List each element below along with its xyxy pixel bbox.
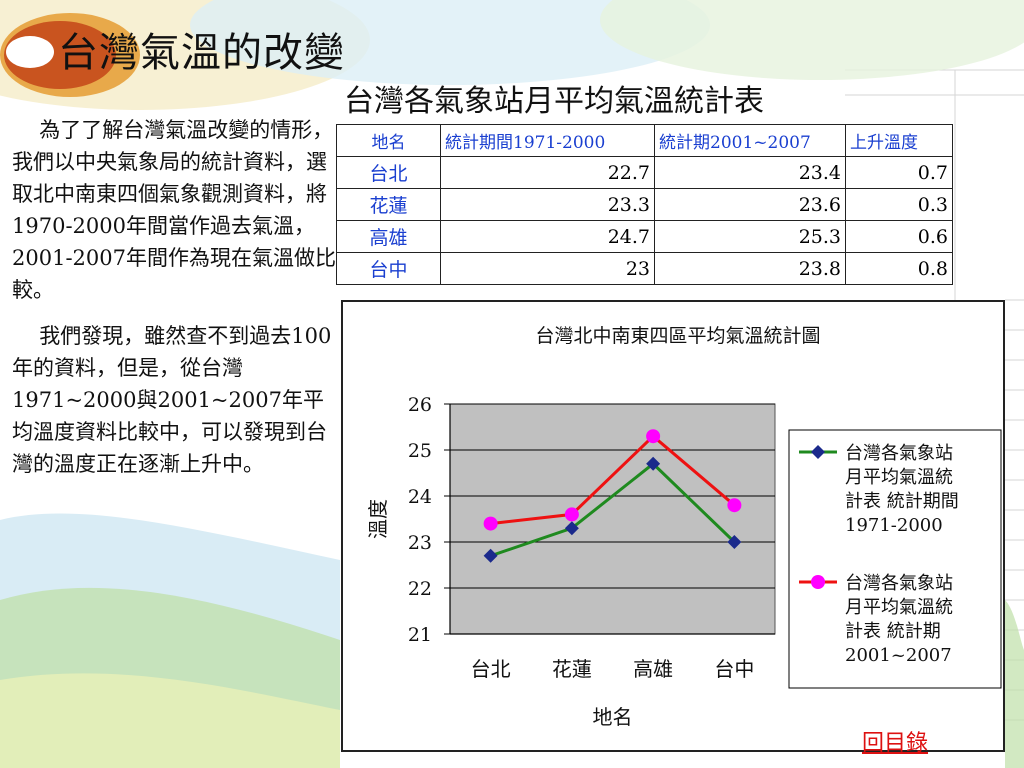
data-point xyxy=(564,521,579,536)
slide-title: 台灣氣溫的改變 xyxy=(58,30,345,76)
table-header-cell: 地名 xyxy=(336,124,441,157)
table-header-cell: 上升溫度 xyxy=(845,124,953,157)
table-cell-station: 花蓮 xyxy=(336,188,441,221)
back-to-contents-link[interactable]: 回目錄 xyxy=(862,731,929,756)
y-tick-label: 26 xyxy=(408,394,432,416)
paragraph-2: 我們發現，雖然查不到過去100年的資料，但是，從台灣1971~2000與2001… xyxy=(12,324,332,476)
table-cell: 22.7 xyxy=(440,156,655,189)
table-header-row: 地名 統計期間1971-2000 統計期2001~2007 上升溫度 xyxy=(336,124,953,157)
y-tick-label: 25 xyxy=(408,440,432,462)
legend-label: 台灣各氣象站月平均氣溫統計表 統計期間 1971-2000 xyxy=(845,443,959,536)
table-cell: 23.6 xyxy=(654,188,846,221)
table-cell-station: 台北 xyxy=(336,156,441,189)
data-point xyxy=(727,535,742,549)
table-cell-station: 台中 xyxy=(336,252,441,285)
legend-label: 台灣各氣象站月平均氣溫統計表 統計期 2001~2007 xyxy=(845,573,953,666)
temperature-table: 地名 統計期間1971-2000 統計期2001~2007 上升溫度 台北 22… xyxy=(336,124,953,285)
x-tick-label: 台北 xyxy=(471,657,511,681)
y-tick-label: 21 xyxy=(408,624,432,646)
data-point xyxy=(646,456,661,471)
y-tick-label: 22 xyxy=(408,578,432,600)
series-line xyxy=(490,434,736,526)
table-cell: 23.3 xyxy=(440,188,655,221)
legend-marker xyxy=(811,575,825,589)
table-cell-station: 高雄 xyxy=(336,220,441,253)
y-tick-label: 24 xyxy=(408,486,432,508)
table-title: 台灣各氣象站月平均氣溫統計表 xyxy=(344,84,764,119)
table-header-cell: 統計期2001~2007 xyxy=(654,124,846,157)
series-line xyxy=(490,461,736,558)
table-row: 高雄 24.7 25.3 0.6 xyxy=(336,220,953,253)
legend-box xyxy=(788,429,1002,689)
table-cell: 0.3 xyxy=(845,188,953,221)
y-axis-label: 溫度 xyxy=(366,499,390,539)
table-row: 台中 23 23.8 0.8 xyxy=(336,252,953,285)
chart-container: 台灣北中南東四區平均氣溫統計圖 21 22 23 24 25 26 台北 花蓮 高雄 台中 地名 溫度台… xyxy=(341,300,1005,752)
data-point xyxy=(727,498,742,513)
x-tick-label: 花蓮 xyxy=(552,657,592,681)
x-tick-label: 高雄 xyxy=(633,657,673,681)
table-cell: 0.8 xyxy=(845,252,953,285)
table-cell: 24.7 xyxy=(440,220,655,253)
legend-marker xyxy=(811,445,825,459)
paragraph-1: 為了了解台灣氣溫改變的情形，我們以中央氣象局的統計資料，選取北中南東四個氣象觀測… xyxy=(12,118,336,302)
table-cell: 0.6 xyxy=(845,220,953,253)
table-row: 台北 22.7 23.4 0.7 xyxy=(336,156,953,189)
table-cell: 0.7 xyxy=(845,156,953,189)
table-header-cell: 統計期間1971-2000 xyxy=(440,124,655,157)
table-cell: 25.3 xyxy=(654,220,846,253)
slide-body-text: 為了了解台灣氣溫改變的情形，我們以中央氣象局的統計資料，選取北中南東四個氣象觀測… xyxy=(12,114,338,494)
x-tick-label: 台中 xyxy=(714,657,754,681)
table-cell: 23.8 xyxy=(654,252,846,285)
plot-area xyxy=(449,403,776,635)
table-cell: 23 xyxy=(440,252,655,285)
data-point xyxy=(483,516,498,531)
data-point xyxy=(646,429,661,444)
table-cell: 23.4 xyxy=(654,156,846,189)
data-point xyxy=(564,507,579,522)
x-axis-label: 地名 xyxy=(593,705,633,729)
table-row: 花蓮 23.3 23.6 0.3 xyxy=(336,188,953,221)
y-tick-label: 23 xyxy=(408,532,432,554)
data-point xyxy=(483,548,498,563)
chart-title: 台灣北中南東四區平均氣溫統計圖 xyxy=(535,325,820,347)
